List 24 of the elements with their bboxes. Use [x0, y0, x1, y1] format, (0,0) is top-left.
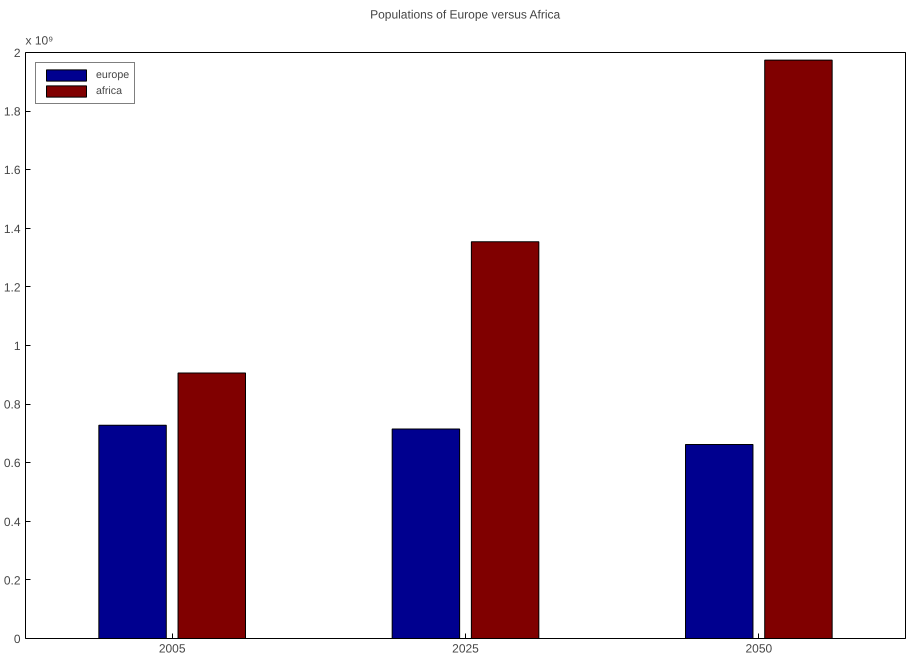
- y-tick-label: 0.6: [4, 456, 21, 470]
- bar: [764, 60, 833, 638]
- legend-label: africa: [96, 85, 122, 97]
- y-tick-label: 0.4: [4, 514, 21, 529]
- bar: [98, 424, 167, 638]
- text: x 10⁹: [26, 34, 54, 48]
- y-tick-label: 0.8: [4, 398, 21, 412]
- chart-title: Populations of Europe versus Africa: [370, 8, 561, 22]
- bar: [470, 241, 540, 638]
- bar: [685, 444, 754, 638]
- y-tick-label: 0: [14, 632, 21, 646]
- y-tick-label: 1.8: [4, 104, 21, 119]
- y-tick-label: 1.2: [4, 280, 21, 294]
- y-tick-label: 1: [14, 339, 21, 353]
- y-tick-label: 2: [14, 46, 21, 60]
- x-tick-label: 2050: [745, 642, 773, 656]
- x-tick-label: 2025: [452, 642, 480, 656]
- bar: [178, 372, 246, 638]
- bar: [392, 428, 460, 638]
- legend-label: europe: [96, 69, 130, 81]
- y-tick-label: 0.2: [4, 573, 21, 588]
- x-tick-label: 2005: [158, 642, 186, 656]
- y-tick-label: 1.6: [4, 163, 21, 178]
- y-tick-label: 1.4: [4, 222, 21, 236]
